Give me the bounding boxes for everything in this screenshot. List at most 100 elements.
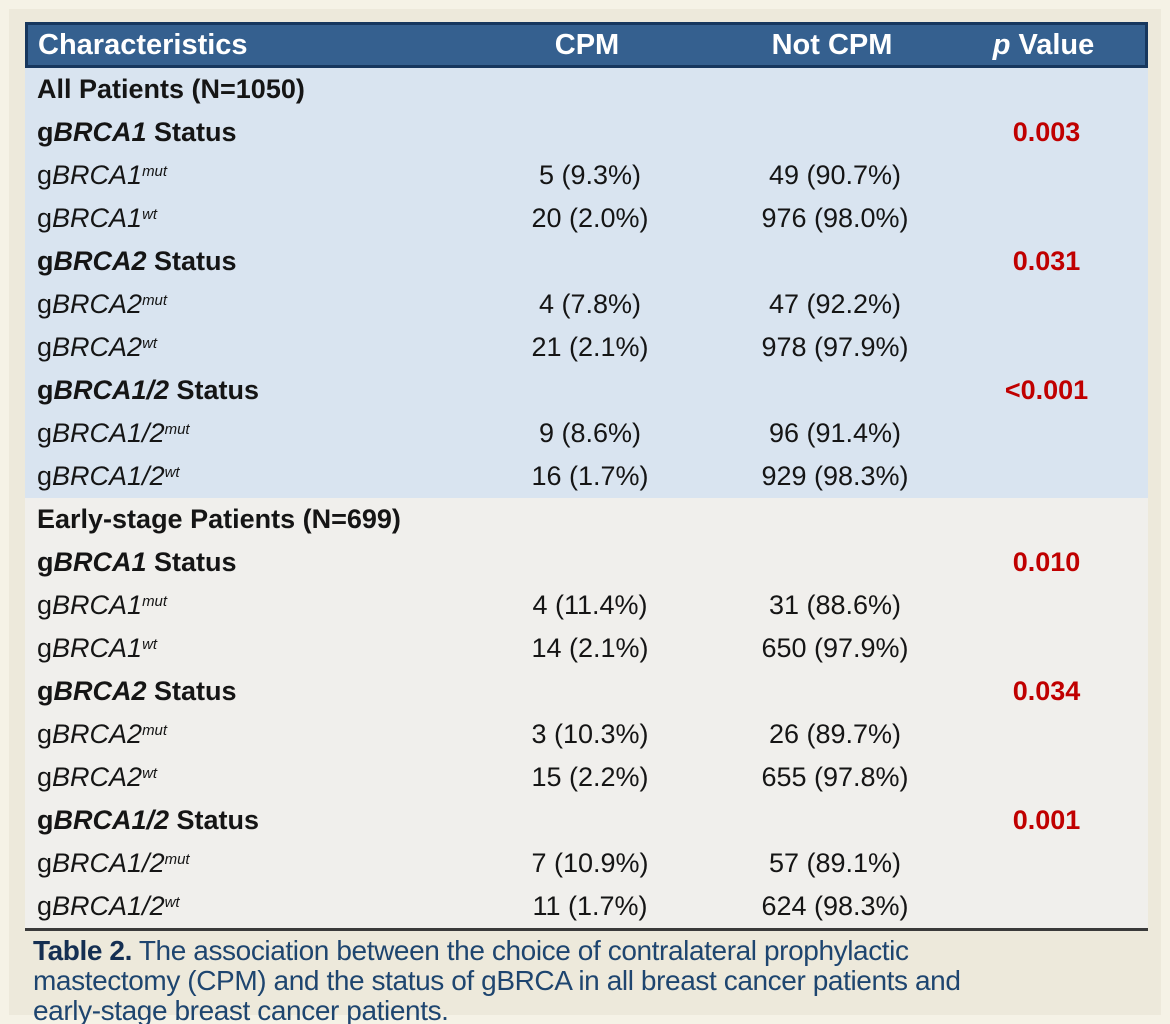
row-label: gBRCA1wt (25, 633, 455, 664)
row-label: gBRCA2mut (25, 289, 455, 320)
cpm-value: 3 (10.3%) (531, 719, 649, 749)
caption-label: Table 2. (33, 935, 132, 966)
p-value: 0.003 (1012, 117, 1081, 147)
row-label: gBRCA2mut (25, 719, 455, 750)
row-label-suffix: Status (169, 375, 260, 405)
p-italic: p (992, 28, 1011, 61)
row-label: gBRCA1mut (25, 160, 455, 191)
row-label-prefix: g (37, 375, 54, 405)
row-label-superscript: mut (164, 421, 190, 438)
not-cpm-value: 929 (98.3%) (761, 461, 909, 491)
section-title: Early-stage Patients (N=699) (37, 504, 401, 534)
cpm-value: 15 (2.2%) (531, 762, 649, 792)
row-label-superscript: wt (164, 464, 180, 481)
row-label-superscript: wt (142, 636, 158, 653)
cpm-value: 7 (10.9%) (531, 848, 649, 878)
not-cpm-value: 655 (97.8%) (761, 762, 909, 792)
row-label: gBRCA2wt (25, 762, 455, 793)
table-row: gBRCA1/2mut 9 (8.6%) 96 (91.4%) (25, 412, 1148, 455)
caption-text-1: The association between the choice of co… (131, 935, 909, 966)
gene-name: BRCA1 (52, 203, 143, 233)
gene-name: BRCA2 (53, 676, 147, 706)
section-all-patients: All Patients (N=1050) gBRCA1 Status 0.00… (25, 68, 1148, 498)
not-cpm-value: 978 (97.9%) (761, 332, 909, 362)
col-header-p-value: p Value (942, 29, 1145, 62)
row-label-suffix: Status (169, 805, 260, 835)
cpm-value: 4 (7.8%) (538, 289, 642, 319)
gene-name: BRCA2 (52, 719, 143, 749)
table-row: gBRCA1/2wt 11 (1.7%) 624 (98.3%) (25, 885, 1148, 928)
col-header-not-cpm: Not CPM (771, 28, 893, 61)
row-label-superscript: wt (164, 894, 180, 911)
section-early-stage-patients: Early-stage Patients (N=699) gBRCA1 Stat… (25, 498, 1148, 931)
row-label-prefix: g (37, 676, 54, 706)
row-label: gBRCA1/2wt (25, 891, 455, 922)
row-label-superscript: wt (142, 335, 158, 352)
not-cpm-value: 650 (97.9%) (761, 633, 909, 663)
not-cpm-value: 47 (92.2%) (768, 289, 902, 319)
row-label-prefix: g (37, 848, 53, 878)
not-cpm-value: 624 (98.3%) (761, 891, 909, 921)
row-label-prefix: g (37, 590, 53, 620)
cpm-value: 14 (2.1%) (531, 633, 649, 663)
row-label: gBRCA1wt (25, 203, 455, 234)
row-label-prefix: g (37, 719, 53, 749)
table-row: gBRCA2wt 15 (2.2%) 655 (97.8%) (25, 756, 1148, 799)
row-label: gBRCA1/2 Status (25, 805, 455, 836)
row-label-prefix: g (37, 160, 53, 190)
table-caption: Table 2. The association between the cho… (25, 936, 1113, 1024)
p-value: 0.010 (1012, 547, 1081, 577)
row-label-suffix: Status (146, 547, 237, 577)
col-header-cpm: CPM (554, 28, 620, 61)
row-label-prefix: g (37, 762, 53, 792)
row-label-prefix: g (37, 203, 53, 233)
not-cpm-value: 976 (98.0%) (761, 203, 909, 233)
gene-name: BRCA1/2 (52, 891, 165, 921)
row-label-suffix: Status (146, 246, 237, 276)
row-label: gBRCA1mut (25, 590, 455, 621)
table-row: gBRCA2mut 4 (7.8%) 47 (92.2%) (25, 283, 1148, 326)
p-value: 0.034 (1012, 676, 1081, 706)
row-label: gBRCA1/2 Status (25, 375, 455, 406)
table-row: gBRCA1/2 Status <0.001 (25, 369, 1148, 412)
caption-line-1: Table 2. The association between the cho… (33, 936, 1113, 966)
section-title-row: All Patients (N=1050) (25, 68, 1148, 111)
row-label: gBRCA2 Status (25, 676, 455, 707)
p-value: 0.031 (1012, 246, 1081, 276)
p-value: 0.001 (1012, 805, 1081, 835)
row-label-prefix: g (37, 461, 53, 491)
row-label-prefix: g (37, 891, 53, 921)
row-label: gBRCA1/2mut (25, 418, 455, 449)
gene-name: BRCA1 (52, 590, 143, 620)
row-label: gBRCA1 Status (25, 117, 455, 148)
table-row: gBRCA1wt 20 (2.0%) 976 (98.0%) (25, 197, 1148, 240)
not-cpm-value: 57 (89.1%) (768, 848, 902, 878)
table-row: gBRCA2mut 3 (10.3%) 26 (89.7%) (25, 713, 1148, 756)
cpm-value: 4 (11.4%) (532, 590, 648, 620)
gene-name: BRCA1/2 (52, 848, 165, 878)
row-label-prefix: g (37, 547, 54, 577)
not-cpm-value: 96 (91.4%) (768, 418, 902, 448)
cpm-value: 11 (1.7%) (532, 891, 648, 921)
cpm-value: 21 (2.1%) (531, 332, 649, 362)
table-row: gBRCA1 Status 0.010 (25, 541, 1148, 584)
cpm-value: 16 (1.7%) (531, 461, 649, 491)
row-label-superscript: mut (142, 163, 168, 180)
row-label-suffix: Status (146, 676, 237, 706)
row-label-superscript: wt (142, 206, 158, 223)
row-label-prefix: g (37, 332, 53, 362)
p-value-rest: Value (1010, 28, 1095, 61)
section-title-row: Early-stage Patients (N=699) (25, 498, 1148, 541)
row-label-prefix: g (37, 289, 53, 319)
table-row: gBRCA2wt 21 (2.1%) 978 (97.9%) (25, 326, 1148, 369)
table-row: gBRCA1/2wt 16 (1.7%) 929 (98.3%) (25, 455, 1148, 498)
table-row: gBRCA2 Status 0.034 (25, 670, 1148, 713)
p-value: <0.001 (1004, 375, 1089, 405)
row-label-prefix: g (37, 633, 53, 663)
row-label-superscript: mut (164, 851, 190, 868)
gene-name: BRCA2 (52, 762, 143, 792)
gene-name: BRCA1 (53, 117, 147, 147)
not-cpm-value: 26 (89.7%) (768, 719, 902, 749)
caption-line-2: mastectomy (CPM) and the status of gBRCA… (33, 965, 961, 996)
